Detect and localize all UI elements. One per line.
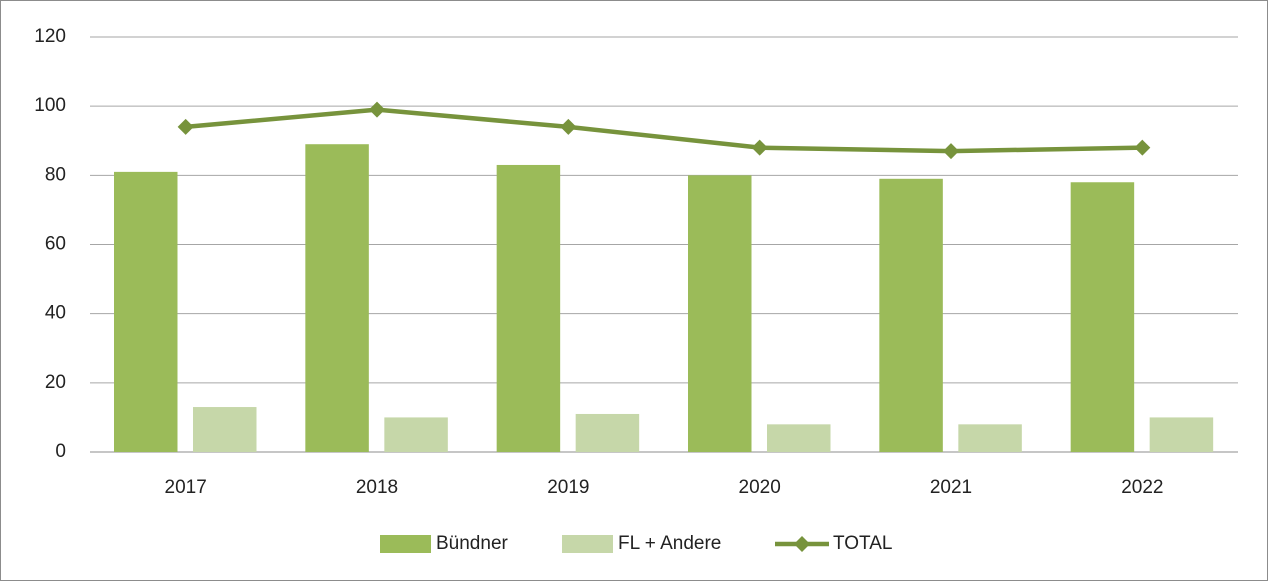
bar: [767, 424, 831, 452]
bar: [193, 407, 257, 452]
bar: [114, 171, 178, 452]
line-marker: [1134, 139, 1151, 156]
y-tick-label: 0: [55, 441, 66, 462]
bar: [384, 417, 448, 452]
legend-label: TOTAL: [833, 533, 892, 554]
y-tick-label: 100: [34, 95, 66, 116]
y-tick-label: 60: [45, 234, 66, 255]
y-tick-label: 40: [45, 303, 66, 324]
line: [185, 107, 1143, 154]
x-tick-label: 2017: [165, 477, 207, 498]
legend-label: Bündner: [436, 533, 509, 554]
x-tick-label: 2022: [1121, 477, 1163, 498]
bar: [305, 144, 369, 453]
y-tick-label: 20: [45, 372, 66, 393]
bar: [575, 413, 640, 452]
x-tick-label: 2018: [356, 477, 398, 498]
line-marker: [943, 143, 959, 160]
y-tick-label: 80: [45, 164, 66, 185]
bar: [496, 164, 561, 453]
legend-label: FL + Andere: [618, 533, 721, 554]
legend-swatch: [380, 535, 431, 553]
bar: [1070, 182, 1135, 452]
legend-swatch: [562, 535, 613, 553]
x-tick-label: 2021: [930, 477, 972, 498]
x-tick-label: 2020: [739, 477, 781, 498]
line-marker: [751, 139, 768, 156]
bar: [958, 424, 1022, 452]
legend-swatch: [794, 536, 810, 552]
y-tick-label: 120: [34, 26, 66, 47]
line-marker: [560, 118, 577, 135]
x-tick-label: 2019: [547, 477, 589, 498]
line-marker: [369, 101, 385, 118]
bar: [1149, 417, 1214, 452]
bar: [688, 175, 752, 453]
line-marker: [177, 118, 194, 135]
bar: [879, 178, 943, 452]
